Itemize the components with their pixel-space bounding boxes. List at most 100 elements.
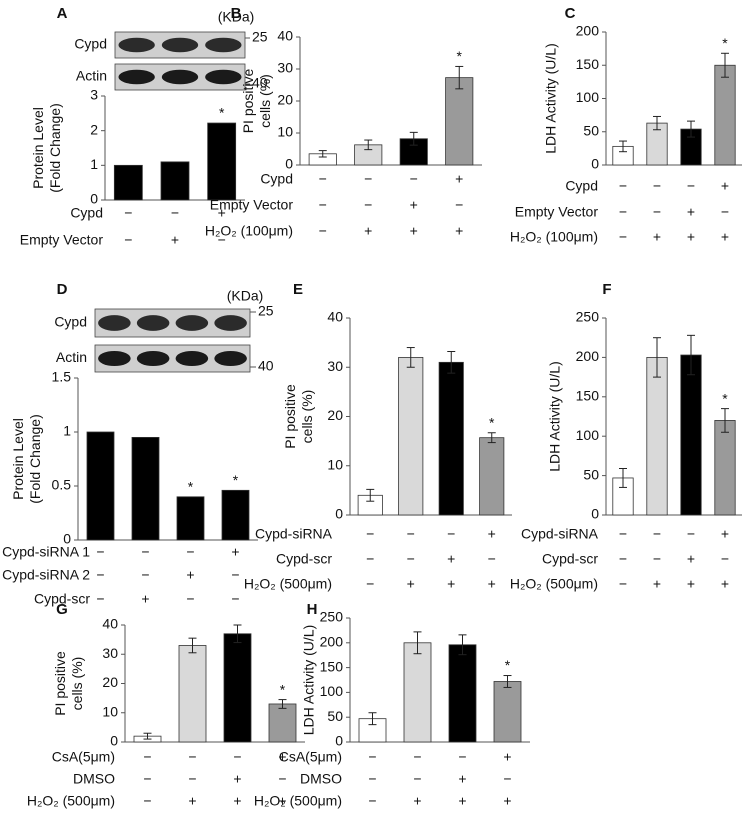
blot-row-label: Cypd <box>74 36 107 52</box>
marker-label: 40 <box>258 358 274 374</box>
blot-band <box>136 350 170 367</box>
blot-row-label: Actin <box>56 349 87 365</box>
y-tick-label: 1 <box>90 156 98 172</box>
significance-star: * <box>722 35 728 51</box>
y-axis-label: PI positive <box>52 651 68 716</box>
condition-sign: + <box>186 567 194 583</box>
condition-sign: − <box>171 205 179 221</box>
y-axis-label: cells (%) <box>69 657 85 711</box>
panel-label: E <box>293 281 303 298</box>
y-tick-label: 200 <box>320 634 344 650</box>
condition-sign: + <box>458 793 466 809</box>
condition-sign: + <box>721 526 729 542</box>
condition-sign: + <box>721 178 729 194</box>
y-tick-label: 1 <box>63 423 71 439</box>
significance-star: * <box>233 472 239 488</box>
marker-label: 25 <box>252 29 268 45</box>
y-tick-label: 10 <box>327 456 343 472</box>
condition-sign: + <box>721 576 729 592</box>
condition-sign: − <box>407 526 415 542</box>
condition-sign: + <box>364 223 372 239</box>
bar <box>223 633 252 743</box>
blot-band <box>98 350 131 367</box>
condition-sign: − <box>455 197 463 213</box>
y-tick-label: 0 <box>335 733 343 749</box>
significance-star: * <box>219 105 225 121</box>
condition-sign: − <box>364 171 372 187</box>
condition-sign: + <box>488 526 496 542</box>
condition-sign: + <box>141 591 149 607</box>
condition-sign: + <box>455 171 463 187</box>
condition-label: CsA(5μm) <box>52 749 115 765</box>
condition-sign: − <box>96 567 104 583</box>
y-tick-label: 30 <box>277 60 293 76</box>
panel-label: H <box>307 601 318 618</box>
blot-band <box>118 37 155 53</box>
y-tick-label: 30 <box>327 358 343 374</box>
significance-star: * <box>280 681 286 697</box>
error-bar <box>318 150 327 158</box>
bar <box>131 436 160 541</box>
y-tick-label: 40 <box>277 28 293 44</box>
blot-band <box>205 69 242 85</box>
condition-sign: + <box>218 205 226 221</box>
y-tick-label: 200 <box>576 23 600 39</box>
error-bar <box>278 699 287 709</box>
y-axis-label: Protein Level <box>30 107 46 189</box>
y-tick-label: 150 <box>320 658 344 674</box>
significance-star: * <box>722 390 728 406</box>
condition-label: Cypd-siRNA 1 <box>2 544 90 560</box>
y-axis-label: (Fold Change) <box>47 103 63 193</box>
condition-sign: + <box>233 771 241 787</box>
condition-label: Cypd <box>565 178 598 194</box>
condition-sign: + <box>687 204 695 220</box>
condition-sign: − <box>407 551 415 567</box>
condition-sign: − <box>410 171 418 187</box>
y-axis-label: LDH Activity (U/L) <box>543 43 559 153</box>
condition-sign: − <box>653 526 661 542</box>
condition-sign: − <box>143 771 151 787</box>
condition-sign: − <box>366 526 374 542</box>
condition-sign: − <box>619 576 627 592</box>
y-tick-label: 0 <box>90 191 98 207</box>
panel-label: D <box>57 281 68 298</box>
condition-sign: − <box>366 551 374 567</box>
condition-label: Empty Vector <box>210 197 294 213</box>
bar <box>113 164 143 201</box>
condition-sign: − <box>721 551 729 567</box>
y-axis-label: PI positive <box>240 68 256 133</box>
y-axis-label: LDH Activity (U/L) <box>301 625 317 735</box>
condition-label: Empty Vector <box>20 232 104 248</box>
bar <box>221 489 250 541</box>
condition-sign: + <box>721 229 729 245</box>
condition-sign: − <box>368 749 376 765</box>
condition-sign: − <box>124 205 132 221</box>
condition-label: Cypd-scr <box>542 551 598 567</box>
bar <box>398 356 424 516</box>
error-bar <box>143 732 152 740</box>
error-bar <box>368 712 377 726</box>
condition-sign: + <box>653 576 661 592</box>
condition-sign: − <box>368 771 376 787</box>
blot-band <box>136 315 170 331</box>
y-tick-label: 100 <box>576 89 600 105</box>
y-axis-label: (Fold Change) <box>27 414 43 504</box>
condition-sign: + <box>278 793 286 809</box>
condition-label: Cypd-scr <box>34 591 90 607</box>
bar <box>714 420 736 516</box>
condition-sign: − <box>503 771 511 787</box>
error-bar <box>458 634 467 656</box>
y-tick-label: 150 <box>576 388 600 404</box>
error-bar <box>687 120 695 138</box>
y-tick-label: 50 <box>583 122 599 138</box>
condition-label: Cypd-siRNA <box>255 526 333 542</box>
y-tick-label: 0 <box>591 506 599 522</box>
condition-sign: − <box>364 197 372 213</box>
y-tick-label: 0 <box>110 733 118 749</box>
condition-sign: + <box>488 576 496 592</box>
y-axis-label: LDH Activity (U/L) <box>547 361 563 471</box>
condition-sign: − <box>653 204 661 220</box>
condition-sign: − <box>96 591 104 607</box>
bar <box>176 496 205 541</box>
